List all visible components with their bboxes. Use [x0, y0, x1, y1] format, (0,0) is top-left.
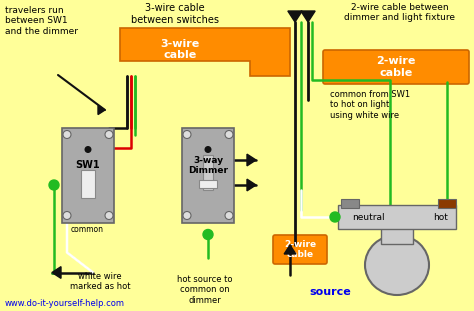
- Circle shape: [49, 180, 59, 190]
- Bar: [381, 226, 413, 244]
- Text: 3-wire
cable: 3-wire cable: [160, 39, 200, 60]
- Circle shape: [183, 211, 191, 220]
- Circle shape: [63, 131, 71, 138]
- Text: travelers run
between SW1
and the dimmer: travelers run between SW1 and the dimmer: [5, 6, 78, 36]
- FancyBboxPatch shape: [273, 235, 327, 264]
- Circle shape: [63, 211, 71, 220]
- Bar: [341, 199, 359, 208]
- Circle shape: [330, 212, 340, 222]
- Circle shape: [203, 230, 213, 239]
- Polygon shape: [301, 11, 315, 22]
- Text: hot: hot: [434, 212, 448, 221]
- Polygon shape: [98, 105, 105, 114]
- Text: 3-wire cable
between switches: 3-wire cable between switches: [131, 3, 219, 25]
- Circle shape: [225, 131, 233, 138]
- Text: 2-wire cable between
dimmer and light fixture: 2-wire cable between dimmer and light fi…: [345, 3, 456, 22]
- Text: neutral: neutral: [352, 212, 384, 221]
- Bar: [62, 128, 114, 222]
- Text: SW1: SW1: [76, 160, 100, 170]
- Circle shape: [183, 131, 191, 138]
- Text: source: source: [309, 287, 351, 297]
- Bar: [438, 199, 456, 208]
- Text: common: common: [71, 225, 103, 234]
- Text: hot source to
common on
dimmer: hot source to common on dimmer: [177, 275, 233, 305]
- Ellipse shape: [365, 235, 429, 295]
- Text: 3-way
Dimmer: 3-way Dimmer: [188, 156, 228, 175]
- Text: www.do-it-yourself-help.com: www.do-it-yourself-help.com: [5, 299, 125, 309]
- Circle shape: [84, 146, 91, 153]
- Polygon shape: [52, 267, 61, 278]
- Circle shape: [105, 131, 113, 138]
- Circle shape: [105, 211, 113, 220]
- Bar: [182, 128, 234, 222]
- Text: white wire
marked as hot: white wire marked as hot: [70, 272, 130, 291]
- Polygon shape: [120, 28, 290, 76]
- Polygon shape: [247, 179, 256, 191]
- Circle shape: [204, 146, 211, 153]
- Polygon shape: [247, 154, 256, 166]
- Bar: [81, 170, 95, 198]
- Bar: [199, 180, 217, 188]
- FancyBboxPatch shape: [323, 50, 469, 84]
- Text: 2-wire
cable: 2-wire cable: [284, 240, 316, 259]
- Text: common from SW1
to hot on light
using white wire: common from SW1 to hot on light using wh…: [330, 90, 410, 120]
- Polygon shape: [284, 245, 296, 254]
- Text: 2-wire
cable: 2-wire cable: [376, 56, 416, 78]
- Circle shape: [225, 211, 233, 220]
- Bar: [203, 155, 213, 190]
- Bar: [338, 205, 456, 229]
- Polygon shape: [288, 11, 302, 22]
